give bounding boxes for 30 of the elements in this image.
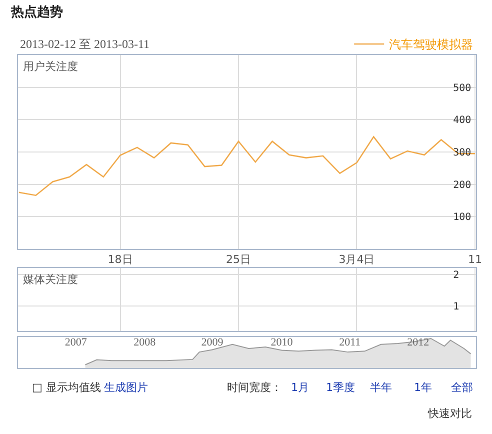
y-tick-label: 500: [453, 82, 472, 94]
x-tick-label: 2009: [201, 336, 224, 348]
x-tick-label: 11: [468, 253, 482, 266]
chart-subtitle: 2013-02-12 至 2013-03-11: [20, 37, 150, 51]
x-tick-label: 25日: [226, 253, 252, 266]
x-tick-label: 2010: [270, 336, 294, 348]
y-tick-label: 2: [453, 270, 460, 281]
legend-label: 汽车驾驶模拟器: [389, 38, 474, 52]
y-tick-label: 200: [453, 180, 472, 191]
y-axis-title: 用户关注度: [23, 60, 78, 73]
text: 1月: [291, 381, 309, 394]
x-tick-label: 3月4日: [338, 253, 375, 266]
text: 生成图片: [104, 381, 148, 394]
y-tick-label: 400: [453, 115, 472, 126]
x-tick-label: 18日: [108, 253, 133, 266]
text: □ 显示均值线: [32, 381, 101, 394]
text: 半年: [370, 381, 392, 394]
text: 时间宽度：: [227, 381, 282, 394]
line-series: [18, 136, 476, 196]
y-axis-title: 媒体关注度: [23, 273, 78, 286]
x-tick-label: 2008: [134, 336, 156, 348]
text: 1季度: [326, 381, 355, 394]
x-tick-label: 2011: [339, 336, 361, 348]
y-tick-label: 1: [453, 301, 460, 312]
chart-title: 热点趋势: [10, 4, 63, 20]
x-tick-label: 2007: [64, 336, 88, 348]
y-tick-label: 100: [453, 212, 472, 224]
text: 1年: [414, 381, 432, 394]
text: 全部: [451, 381, 473, 394]
text: 快速对比: [427, 407, 472, 420]
